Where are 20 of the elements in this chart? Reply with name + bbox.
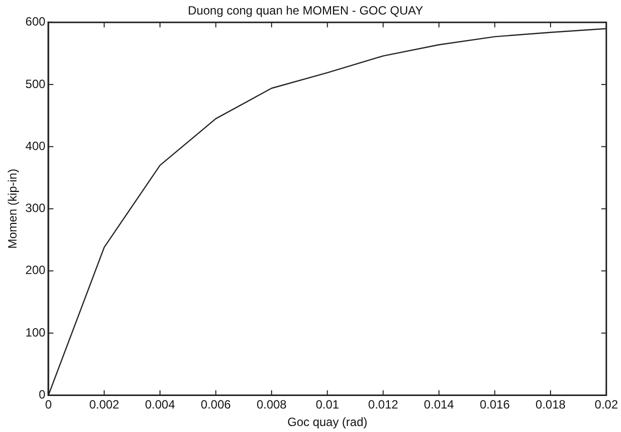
y-tick-label: 300 [25,201,46,216]
x-tick-label: 0.008 [256,398,287,412]
x-tick-label: 0.018 [536,398,566,412]
x-axis-title: Goc quay (rad) [287,415,368,430]
chart-title: Duong cong quan he MOMEN - GOC QUAY [188,4,424,18]
x-tick-label: 0.014 [424,398,454,412]
x-tick-label: 0.02 [594,398,618,412]
x-tick-label: 0.004 [144,398,176,412]
y-tick-label: 100 [25,325,46,340]
x-tick-label: 0.002 [89,398,120,412]
y-tick-label: 0 [38,388,46,402]
y-tick-label: 200 [25,263,46,278]
y-tick-label: 400 [25,138,46,153]
y-axis-title: Momen (kip-in) [6,168,20,249]
x-tick-label: 0.016 [480,398,510,412]
y-tick-label: 600 [25,14,46,29]
y-tick-label: 500 [25,76,46,91]
x-tick-label: 0.006 [200,398,232,412]
x-tick-label: 0.012 [368,398,398,412]
x-tick-label: 0.01 [316,398,340,412]
